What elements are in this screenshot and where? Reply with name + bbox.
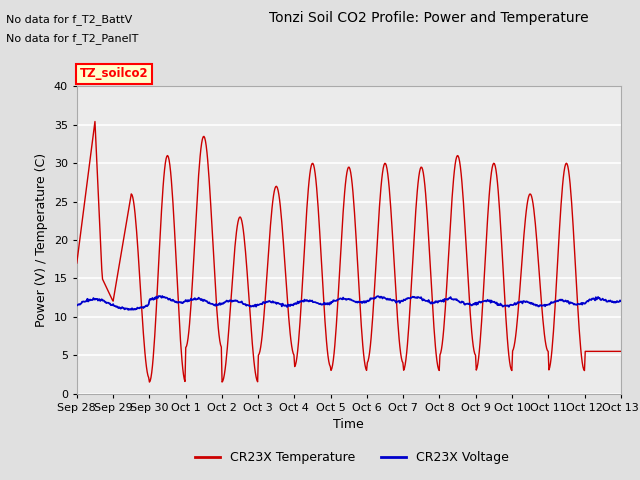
Text: Tonzi Soil CO2 Profile: Power and Temperature: Tonzi Soil CO2 Profile: Power and Temper…: [269, 11, 588, 24]
X-axis label: Time: Time: [333, 418, 364, 431]
Legend: CR23X Temperature, CR23X Voltage: CR23X Temperature, CR23X Voltage: [191, 446, 513, 469]
Y-axis label: Power (V) / Temperature (C): Power (V) / Temperature (C): [35, 153, 48, 327]
Text: No data for f_T2_BattV: No data for f_T2_BattV: [6, 13, 132, 24]
Text: No data for f_T2_PanelT: No data for f_T2_PanelT: [6, 33, 139, 44]
Text: TZ_soilco2: TZ_soilco2: [79, 67, 148, 80]
